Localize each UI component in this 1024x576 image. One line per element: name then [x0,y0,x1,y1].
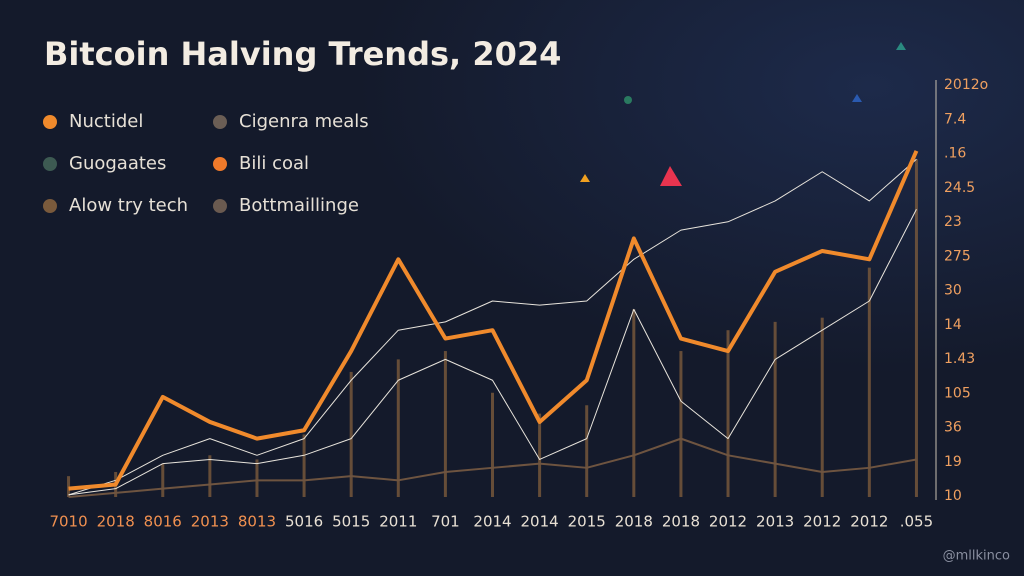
x-tick-label: 5015 [332,513,370,531]
legend-label: Cigenra meals [239,111,369,132]
bar [632,309,636,497]
right-label: 10 [944,488,962,504]
bar [208,455,212,497]
decor-triangle [852,94,862,102]
x-tick-label: 2018 [662,513,700,531]
decor-triangle [896,42,906,50]
line-series [68,150,919,491]
right-label: 14 [944,317,962,333]
x-tick-label: 8013 [238,513,276,531]
bar [867,267,871,497]
x-tick-label: 2015 [568,513,606,531]
right-label: 19 [944,454,962,470]
x-tick-label: 7010 [49,513,87,531]
bar [914,159,918,498]
bar [255,459,259,497]
legend-swatch [213,199,227,213]
bar [820,317,824,497]
legend-label: Alow try tech [69,195,188,216]
x-tick-label: 2012 [850,513,888,531]
legend-swatch [213,157,227,171]
right-label: .16 [944,146,966,162]
right-label: 275 [944,248,971,264]
legend-label: Bili coal [239,153,309,174]
legend-swatch [43,157,57,171]
x-tick-label: 2014 [521,513,559,531]
x-tick-label: 2012 [803,513,841,531]
bar [538,413,542,497]
legend-swatch [43,199,57,213]
x-tick-label: 5016 [285,513,323,531]
line-series [68,209,917,496]
x-tick-label: 2011 [379,513,417,531]
legend-label: Nuctidel [69,111,143,132]
watermark: @mllkinco [943,549,1010,564]
bar [396,359,400,497]
bar [349,371,353,497]
right-label: 7.4 [944,111,966,127]
right-label: 36 [944,420,962,436]
x-tick-label: .055 [900,513,933,531]
x-tick-label: 701 [431,513,460,531]
x-tick-label: 2013 [756,513,794,531]
bar [443,351,447,497]
right-label: 105 [944,385,971,401]
line-series [68,437,917,498]
decor-triangle [660,166,682,186]
right-label: 1.43 [944,351,975,367]
bar [726,330,730,497]
bar [679,351,683,497]
x-tick-label: 2018 [615,513,653,531]
x-tick-label: 2018 [97,513,135,531]
bar [302,434,306,497]
legend-swatch [213,115,227,129]
x-tick-label: 2012 [709,513,747,531]
bar [67,476,71,497]
decor-triangle [580,174,590,182]
right-label: 30 [944,283,962,299]
decor-dot [624,96,632,104]
legend-label: Guogaates [69,153,166,174]
legend-swatch [43,115,57,129]
x-tick-label: 2014 [473,513,511,531]
bar [585,405,589,497]
x-tick-label: 2013 [191,513,229,531]
line-series [68,158,917,496]
chart-title: Bitcoin Halving Trends, 2024 [44,35,561,73]
bar [773,321,777,497]
bar [161,463,165,497]
right-label: 24.5 [944,180,975,196]
right-label: 2012o [944,77,988,93]
x-tick-label: 8016 [144,513,182,531]
legend-label: Bottmaillinge [239,195,359,216]
bar [491,392,494,497]
right-label: 23 [944,214,962,230]
